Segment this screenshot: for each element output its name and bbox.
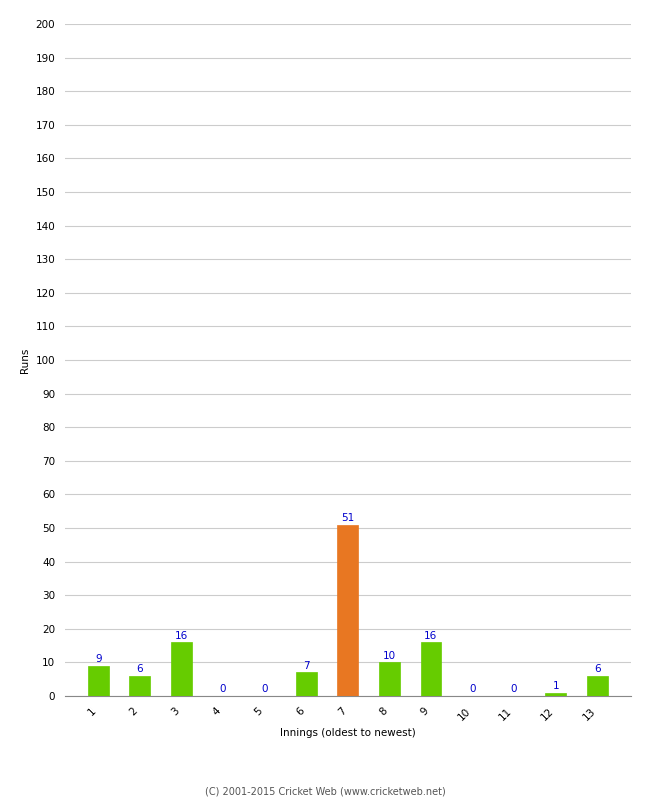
Text: 0: 0 bbox=[511, 684, 517, 694]
Text: 9: 9 bbox=[95, 654, 101, 664]
Text: 6: 6 bbox=[594, 664, 601, 674]
Y-axis label: Runs: Runs bbox=[20, 347, 30, 373]
Text: 0: 0 bbox=[261, 684, 268, 694]
Bar bbox=[379, 662, 400, 696]
Bar bbox=[88, 666, 109, 696]
Text: 16: 16 bbox=[175, 630, 188, 641]
Bar bbox=[296, 673, 317, 696]
Text: 51: 51 bbox=[341, 513, 354, 523]
X-axis label: Innings (oldest to newest): Innings (oldest to newest) bbox=[280, 728, 415, 738]
Text: 1: 1 bbox=[552, 681, 559, 691]
Text: 10: 10 bbox=[383, 650, 396, 661]
Text: 0: 0 bbox=[220, 684, 226, 694]
Text: 7: 7 bbox=[303, 661, 309, 670]
Bar bbox=[421, 642, 441, 696]
Bar bbox=[171, 642, 192, 696]
Bar bbox=[587, 676, 608, 696]
Bar bbox=[545, 693, 566, 696]
Text: 0: 0 bbox=[469, 684, 476, 694]
Text: (C) 2001-2015 Cricket Web (www.cricketweb.net): (C) 2001-2015 Cricket Web (www.cricketwe… bbox=[205, 786, 445, 796]
Bar bbox=[337, 525, 358, 696]
Bar bbox=[129, 676, 150, 696]
Text: 6: 6 bbox=[136, 664, 143, 674]
Text: 16: 16 bbox=[424, 630, 437, 641]
